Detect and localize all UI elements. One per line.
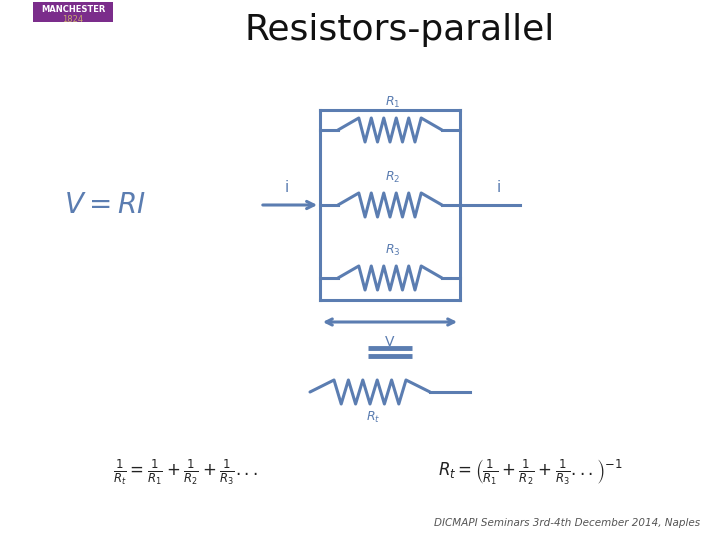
Text: i: i — [285, 180, 289, 195]
Text: V: V — [385, 335, 395, 349]
Text: DICMAPI Seminars 3rd-4th December 2014, Naples: DICMAPI Seminars 3rd-4th December 2014, … — [434, 518, 700, 528]
Text: $V = RI$: $V = RI$ — [64, 191, 146, 219]
FancyBboxPatch shape — [33, 2, 113, 22]
Text: 1824: 1824 — [63, 15, 84, 24]
Text: $R_t$: $R_t$ — [366, 410, 380, 425]
Text: $\frac{1}{R_t} = \frac{1}{R_1} + \frac{1}{R_2} + \frac{1}{R_3}...$: $\frac{1}{R_t} = \frac{1}{R_1} + \frac{1… — [113, 457, 257, 487]
Text: MANCHESTER: MANCHESTER — [41, 4, 105, 14]
Text: $R_2$: $R_2$ — [385, 170, 400, 185]
Text: Resistors-parallel: Resistors-parallel — [245, 13, 555, 47]
Text: i: i — [497, 180, 501, 195]
Text: $R_3$: $R_3$ — [385, 243, 401, 258]
Text: $R_1$: $R_1$ — [385, 95, 401, 110]
Text: $R_t = \left(\frac{1}{R_1} + \frac{1}{R_2} + \frac{1}{R_3}...\right)^{-1}$: $R_t = \left(\frac{1}{R_1} + \frac{1}{R_… — [438, 457, 622, 487]
